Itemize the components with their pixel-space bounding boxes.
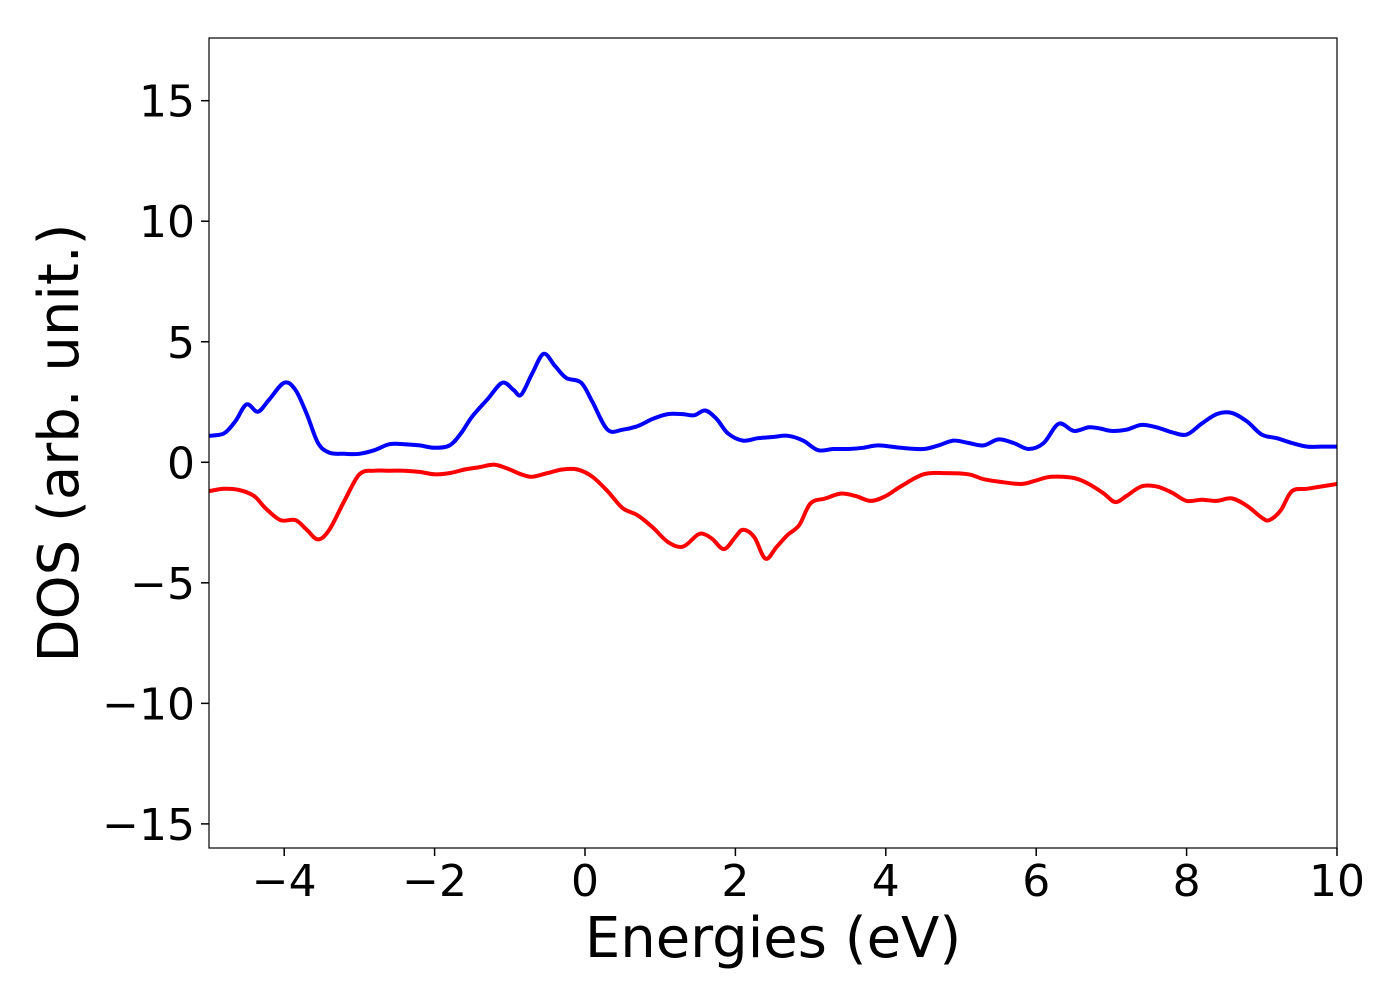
x-tick-label: 4 <box>872 856 900 907</box>
series-line-2 <box>209 462 1337 561</box>
y-tick-label: −10 <box>102 679 195 730</box>
x-tick-label: 2 <box>721 856 749 907</box>
series-line-1 <box>209 351 1337 457</box>
plot-frame <box>208 37 1338 849</box>
x-tick-label: −2 <box>402 856 467 907</box>
y-tick-label: −5 <box>130 559 195 610</box>
series-layer <box>209 351 1337 561</box>
y-tick-label: 15 <box>139 77 195 128</box>
x-tick-label: −4 <box>252 856 317 907</box>
x-tick-label: 10 <box>1309 856 1365 907</box>
x-tick-label: 6 <box>1022 856 1050 907</box>
y-axis-title: DOS (arb. unit.) <box>27 223 92 662</box>
y-tick-label: −15 <box>102 800 195 851</box>
x-tick-label: 0 <box>571 856 599 907</box>
y-tick-label: 0 <box>167 438 195 489</box>
ticks-layer: −4 −2 0 2 4 6 8 10 −15 −10 −5 0 5 10 15 <box>102 77 1365 907</box>
x-tick-label: 8 <box>1173 856 1201 907</box>
y-tick-label: 5 <box>167 318 195 369</box>
x-axis-title: Energies (eV) <box>585 906 961 971</box>
y-tick-label: 10 <box>139 197 195 248</box>
